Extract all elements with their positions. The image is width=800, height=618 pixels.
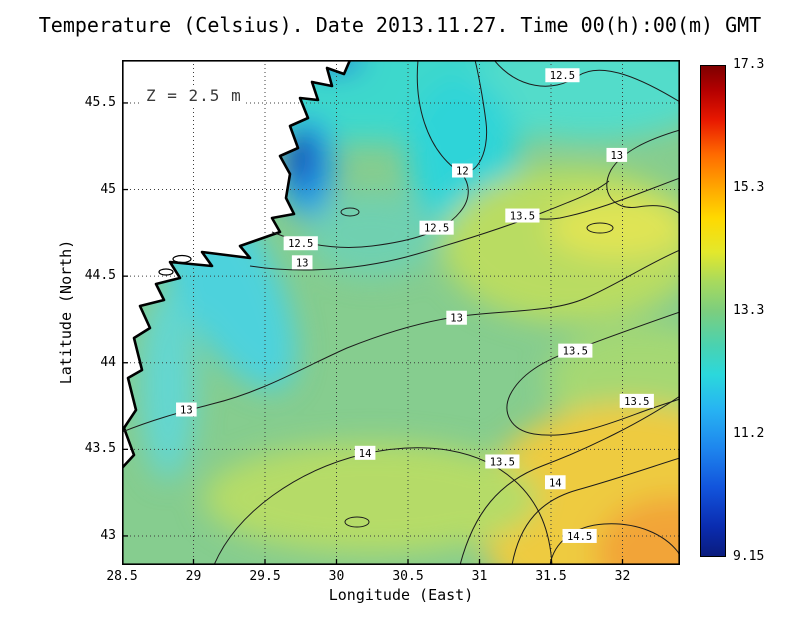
contour-label: 13.5 xyxy=(505,208,540,223)
y-tick-label: 43.5 xyxy=(84,441,116,457)
contour-line-13 xyxy=(249,180,610,271)
contour-line-13 xyxy=(122,249,680,433)
contour-label: 12.5 xyxy=(283,236,318,251)
coastline xyxy=(122,60,352,470)
svg-text:12.5: 12.5 xyxy=(288,238,313,250)
svg-text:13.5: 13.5 xyxy=(490,456,515,468)
x-tick-label: 30.5 xyxy=(392,569,424,584)
contour-label: 13 xyxy=(176,402,197,417)
svg-text:14: 14 xyxy=(549,477,562,489)
x-tick-label: 28.5 xyxy=(106,569,138,584)
contour-label: 14 xyxy=(354,445,376,460)
contour-line-13-5 xyxy=(459,395,680,565)
svg-text:12.5: 12.5 xyxy=(424,223,449,235)
contour-label: 13.5 xyxy=(485,454,520,469)
plot-title: Temperature (Celsius). Date 2013.11.27. … xyxy=(38,13,762,37)
depth-annotation-text: Z = 2.5 m xyxy=(146,86,242,105)
contour-label: 14 xyxy=(544,475,566,490)
x-tick-label: 31 xyxy=(471,569,488,584)
contour-label: 13.5 xyxy=(619,393,654,408)
contour-line-14 xyxy=(511,457,680,565)
svg-text:13: 13 xyxy=(610,150,623,162)
svg-text:12: 12 xyxy=(456,166,469,178)
landmass xyxy=(122,60,350,468)
x-tick-label: 32 xyxy=(614,569,631,584)
svg-text:13: 13 xyxy=(180,405,193,417)
y-tick-label: 44.5 xyxy=(84,268,116,284)
y-tick-label: 43 xyxy=(100,527,116,543)
contour-loop xyxy=(586,222,614,234)
coastal-lake xyxy=(158,268,174,276)
svg-text:13.5: 13.5 xyxy=(510,211,535,223)
contour-label: 13 xyxy=(606,147,628,162)
svg-text:14.5: 14.5 xyxy=(567,531,592,543)
contour-line-14 xyxy=(213,447,553,565)
x-tick-label: 31.5 xyxy=(535,569,567,584)
contour-label: 14.5 xyxy=(562,528,597,543)
depth-annotation: Z = 2.5 m xyxy=(142,86,244,105)
svg-text:13.5: 13.5 xyxy=(563,346,588,358)
svg-text:13: 13 xyxy=(296,257,309,269)
contour-label: 13 xyxy=(446,310,467,325)
plot-border xyxy=(122,60,680,565)
y-tick-label: 45 xyxy=(100,181,116,197)
contour-label: 12.5 xyxy=(419,220,454,235)
x-tick-label: 29 xyxy=(185,569,202,584)
svg-text:12.5: 12.5 xyxy=(550,70,575,82)
contour-loop xyxy=(340,207,360,217)
colorbar-tick-label: 9.15 xyxy=(733,549,765,564)
x-tick-label: 29.5 xyxy=(249,569,281,584)
contour-line-13-5 xyxy=(506,311,680,436)
svg-text:13: 13 xyxy=(450,313,463,325)
colorbar xyxy=(700,65,726,557)
contour-labels: 12.5 13 12 13.5 12.5 12.5 13 13 13.5 13 13.5 14 13.5… xyxy=(176,68,654,543)
contour-label: 12 xyxy=(452,163,473,178)
contour-label: 13.5 xyxy=(558,343,593,358)
colorbar-tick-label: 17.3 xyxy=(733,57,765,72)
y-tick-label: 45.5 xyxy=(84,94,116,110)
colorbar-tick-label: 11.2 xyxy=(733,426,765,441)
contour-label: 13 xyxy=(291,255,313,270)
colorbar-tick-label: 13.3 xyxy=(733,303,765,318)
x-axis-label: Longitude (East) xyxy=(328,586,474,604)
svg-text:13.5: 13.5 xyxy=(624,396,649,408)
map-plot: 12.5 13 12 13.5 12.5 12.5 13 13 13.5 13 13.5 14 13.5… xyxy=(122,60,680,565)
contour-line-13 xyxy=(606,129,680,215)
y-tick-label: 44 xyxy=(100,354,116,370)
svg-text:14: 14 xyxy=(359,448,372,460)
contour-loop xyxy=(344,516,370,528)
contour-label: 12.5 xyxy=(545,68,580,83)
x-tick-label: 30 xyxy=(328,569,345,584)
colorbar-tick-label: 15.3 xyxy=(733,180,765,195)
